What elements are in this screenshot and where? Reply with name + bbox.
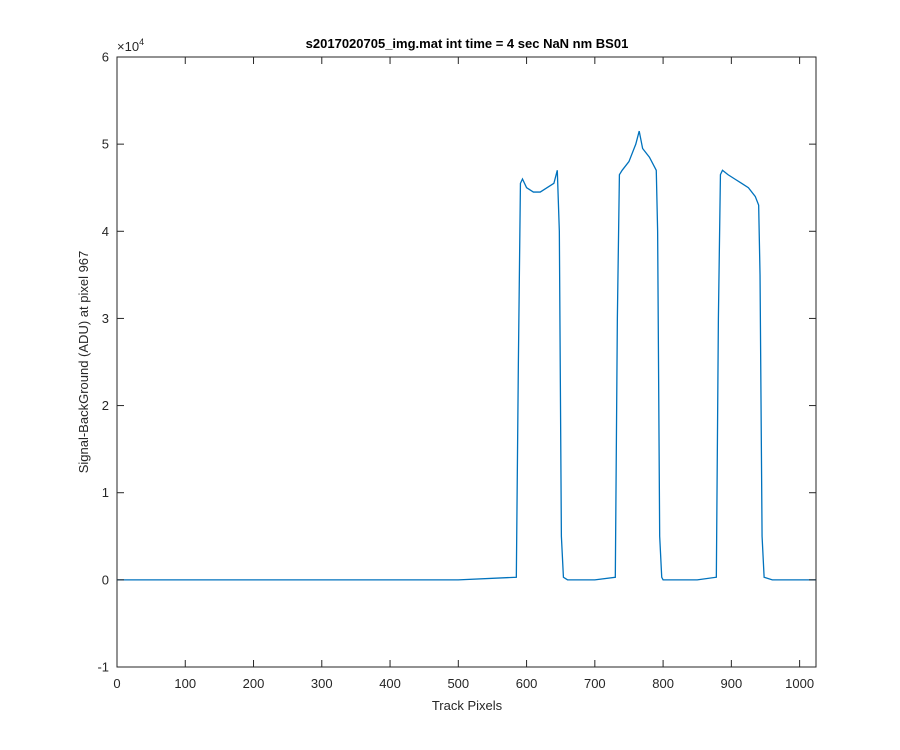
y-exponent-base: ×10 [117,39,139,54]
y-tick-label: 2 [102,398,109,413]
axis-ticks: 0 100 200 300 400 500 600 700 800 900 1000 -1 0 1 2 3 4 5… [97,50,816,691]
y-exponent-label: ×104 [117,37,144,54]
y-tick-label: 0 [102,572,109,587]
x-axis-label: Track Pixels [432,698,503,713]
x-tick-label: 900 [721,676,743,691]
chart-title: s2017020705_img.mat int time = 4 sec NaN… [306,36,629,51]
x-tick-label: 500 [447,676,469,691]
x-tick-label: 100 [174,676,196,691]
y-tick-label: 1 [102,485,109,500]
plot-area [116,56,817,668]
x-tick-label: 400 [379,676,401,691]
x-tick-label: 800 [652,676,674,691]
y-tick-label: 3 [102,311,109,326]
x-tick-label: 200 [243,676,265,691]
x-tick-label: 700 [584,676,606,691]
x-tick-label: 300 [311,676,333,691]
x-tick-label: 1000 [785,676,814,691]
series-line [117,130,816,581]
y-tick-label: 5 [102,137,109,152]
axes-box [116,56,817,668]
x-tick-label: 0 [113,676,120,691]
y-exponent-power: 4 [139,37,144,47]
y-axis-label: Signal-BackGround (ADU) at pixel 967 [76,251,91,474]
y-tick-label: 4 [102,224,109,239]
y-tick-label: 6 [102,50,109,65]
x-tick-label: 600 [516,676,538,691]
y-tick-label: -1 [97,660,109,675]
